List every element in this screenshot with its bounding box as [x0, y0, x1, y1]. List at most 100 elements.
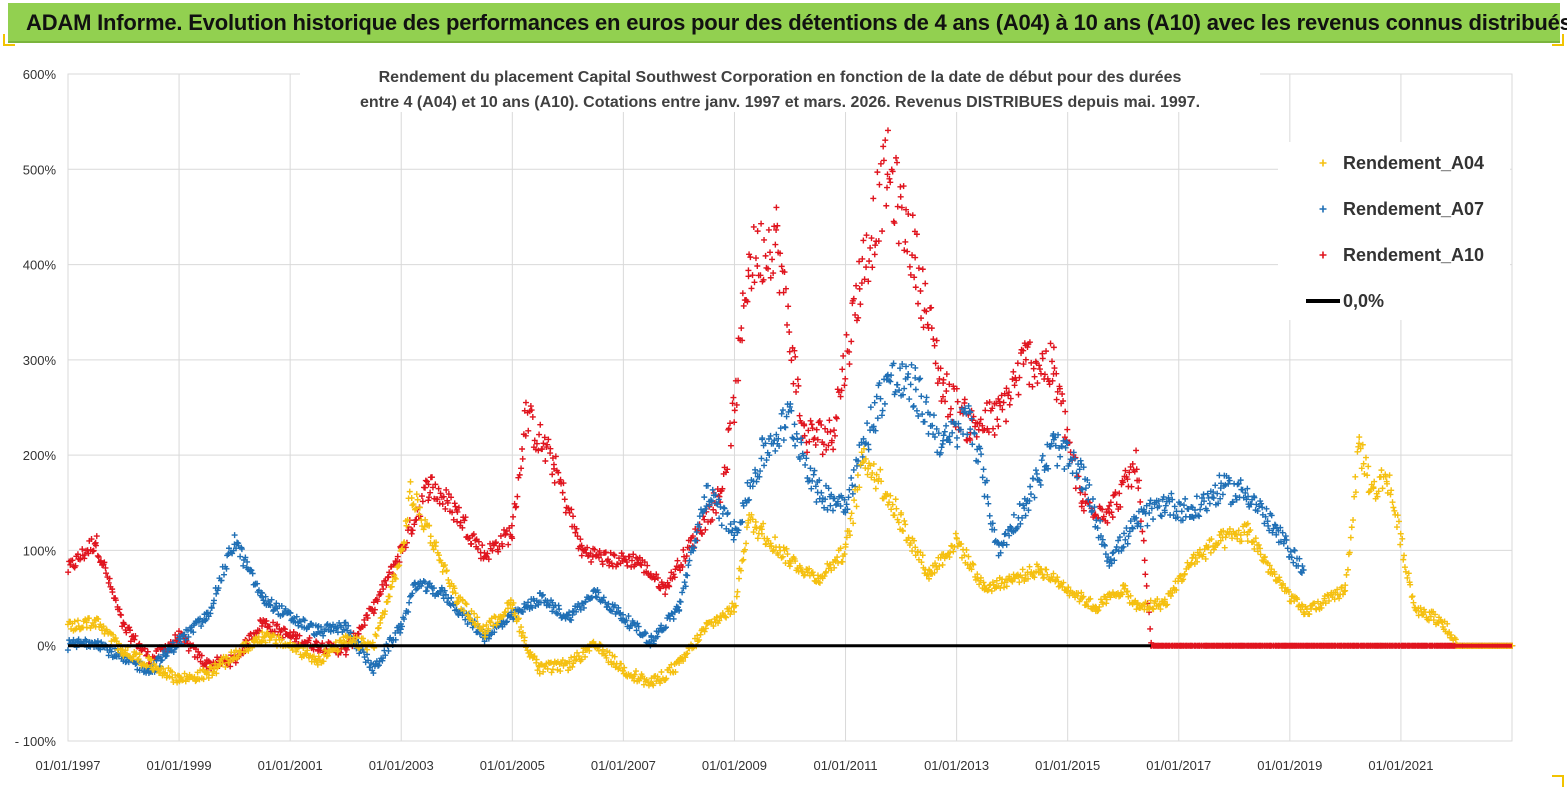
data-point [489, 547, 496, 554]
data-point [915, 265, 922, 272]
data-point [739, 557, 746, 564]
data-point [1257, 545, 1264, 552]
series-rendement-a04 [64, 434, 1516, 689]
data-point [837, 502, 844, 509]
data-point [864, 420, 871, 427]
data-point [295, 622, 302, 629]
legend: Rendement_A04 Rendement_A07 Rendement_A10 0… [1278, 142, 1510, 320]
data-point [442, 505, 449, 512]
data-point [610, 551, 617, 558]
data-point [270, 606, 277, 613]
data-point [1269, 529, 1276, 536]
data-point [577, 606, 584, 613]
data-point [1390, 504, 1397, 511]
data-point [894, 516, 901, 523]
data-point [940, 376, 947, 383]
data-point [1198, 501, 1205, 508]
data-point [155, 653, 162, 660]
data-point [435, 591, 442, 598]
data-point [83, 638, 90, 645]
data-point [841, 496, 848, 503]
data-point [522, 399, 529, 406]
data-point [697, 631, 704, 638]
data-point [900, 183, 907, 190]
data-point [818, 421, 825, 428]
data-point [1060, 398, 1067, 405]
data-point [136, 651, 143, 658]
data-point [840, 352, 847, 359]
data-point [684, 572, 691, 579]
data-point [172, 631, 179, 638]
data-point [794, 436, 801, 443]
data-point [1124, 476, 1131, 483]
data-point [572, 529, 579, 536]
data-point [485, 556, 492, 563]
data-point [385, 647, 392, 654]
data-point [370, 670, 377, 677]
data-point [1180, 502, 1187, 509]
data-point [644, 562, 651, 569]
data-point [316, 647, 323, 654]
data-point [1179, 517, 1186, 524]
data-point [573, 608, 580, 615]
data-point [665, 582, 672, 589]
data-point [901, 247, 908, 254]
data-point [275, 633, 282, 640]
data-point [871, 251, 878, 258]
data-point [767, 432, 774, 439]
data-point [371, 606, 378, 613]
data-point [857, 301, 864, 308]
legend-label: Rendement_A04 [1343, 153, 1484, 173]
data-point [1160, 493, 1167, 500]
data-point [853, 503, 860, 510]
data-point [930, 412, 937, 419]
data-point [684, 650, 691, 657]
data-point [1034, 380, 1041, 387]
data-point [895, 240, 902, 247]
data-point [412, 506, 419, 513]
data-point [679, 589, 686, 596]
data-point [1218, 480, 1225, 487]
data-point [868, 474, 875, 481]
data-point [573, 525, 580, 532]
data-point [773, 226, 780, 233]
data-point [871, 399, 878, 406]
data-point [744, 298, 751, 305]
data-point [1177, 572, 1184, 579]
data-point [1394, 512, 1401, 519]
data-point [719, 485, 726, 492]
data-point [710, 623, 717, 630]
data-point [846, 348, 853, 355]
data-point [412, 581, 419, 588]
data-point [1070, 449, 1077, 456]
data-point [218, 577, 225, 584]
data-point [1106, 502, 1113, 509]
data-point [954, 443, 961, 450]
data-point [1122, 582, 1129, 589]
data-point [919, 411, 926, 418]
data-point [413, 491, 420, 498]
data-point [1142, 571, 1149, 578]
data-point [794, 376, 801, 383]
data-point [906, 263, 913, 270]
data-point [1168, 490, 1175, 497]
corner-mark-top-right [1552, 34, 1564, 46]
data-point [905, 534, 912, 541]
data-point [549, 471, 556, 478]
data-point [1180, 576, 1187, 583]
data-point [449, 509, 456, 516]
data-point [1125, 533, 1132, 540]
data-point [638, 562, 645, 569]
data-point [386, 569, 393, 576]
data-point [406, 488, 413, 495]
data-point [625, 613, 632, 620]
data-point [727, 521, 734, 528]
data-point [69, 557, 76, 564]
data-point [608, 560, 615, 567]
data-point [519, 629, 526, 636]
data-point [693, 537, 700, 544]
data-point [191, 673, 198, 680]
data-point [834, 386, 841, 393]
data-point [997, 402, 1004, 409]
data-point [405, 608, 412, 615]
